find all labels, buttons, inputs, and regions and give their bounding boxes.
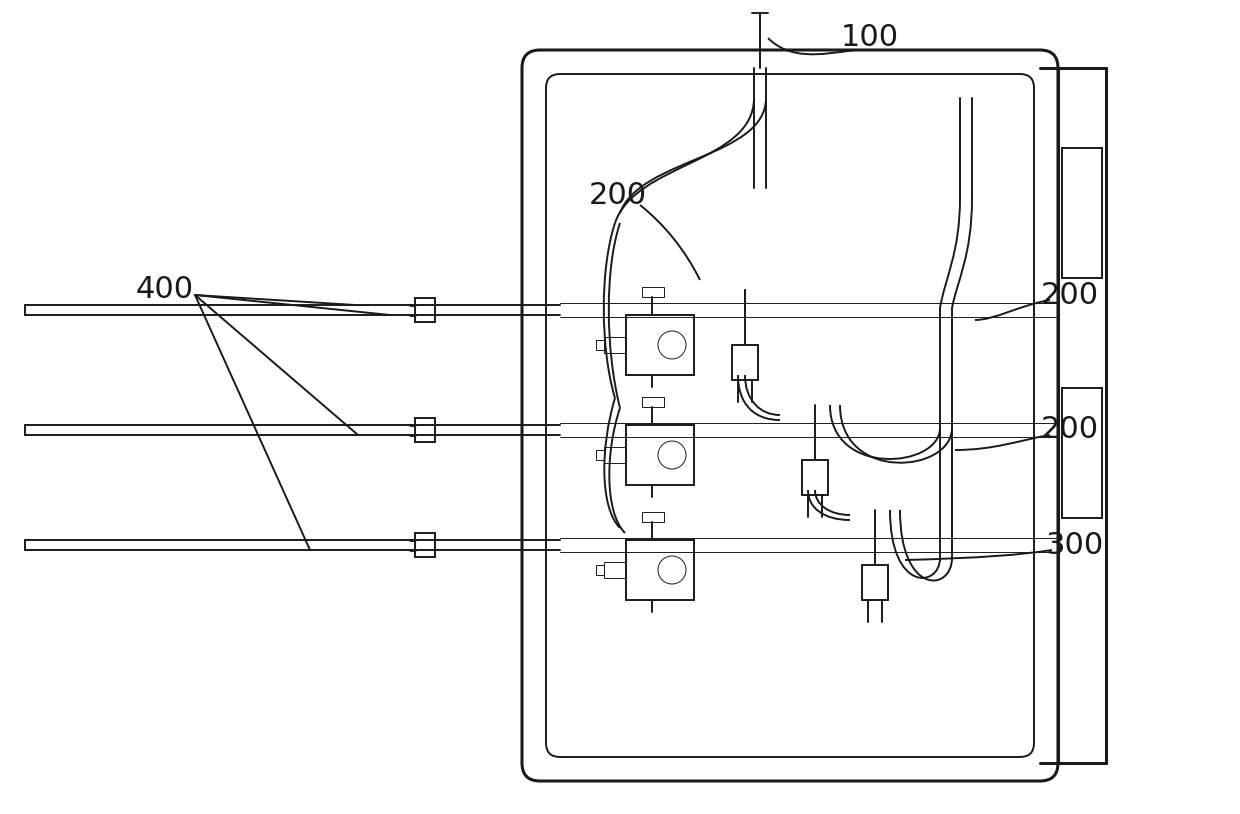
Text: 200: 200 xyxy=(1040,281,1099,309)
Bar xyxy=(1061,148,1102,278)
Bar xyxy=(642,512,663,522)
Bar xyxy=(642,397,663,407)
Bar xyxy=(604,447,626,463)
Bar xyxy=(596,340,604,350)
Bar xyxy=(604,337,626,353)
Bar xyxy=(596,450,604,460)
Bar xyxy=(642,287,663,297)
Bar xyxy=(415,418,435,442)
Text: 300: 300 xyxy=(1045,531,1104,559)
Text: 200: 200 xyxy=(589,181,647,209)
Bar xyxy=(626,540,694,600)
Text: 100: 100 xyxy=(841,24,899,52)
Bar xyxy=(1061,388,1102,518)
Bar xyxy=(626,425,694,485)
Bar xyxy=(604,562,626,578)
Bar xyxy=(415,298,435,322)
Text: 400: 400 xyxy=(136,275,195,304)
Text: 200: 200 xyxy=(1040,415,1099,444)
Bar xyxy=(626,315,694,375)
Bar xyxy=(415,533,435,557)
Bar xyxy=(596,565,604,575)
